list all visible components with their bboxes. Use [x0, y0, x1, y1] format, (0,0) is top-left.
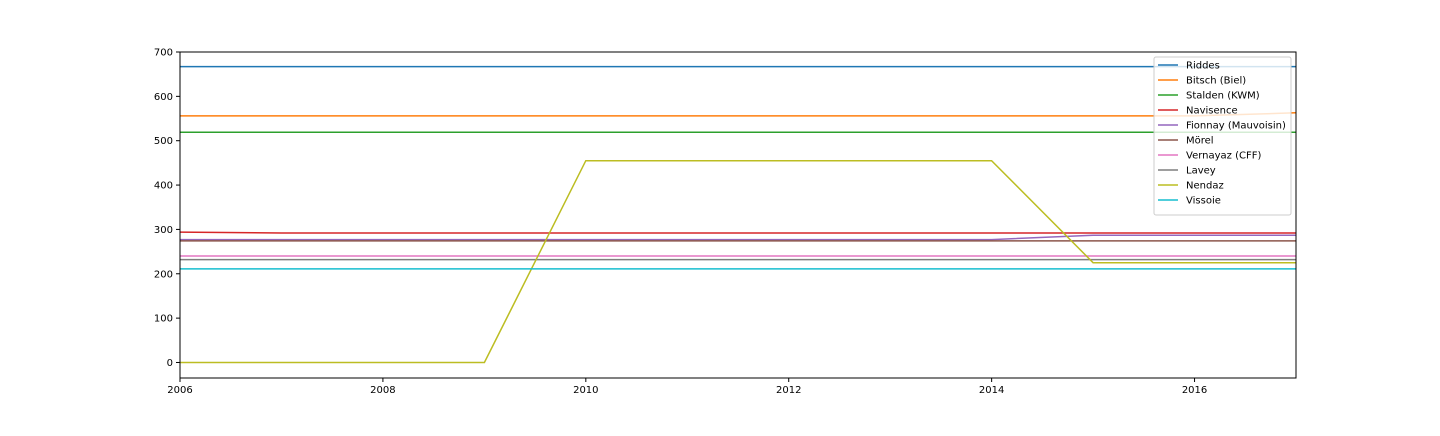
y-tick-label-4: 400	[154, 181, 173, 192]
y-tick-label-2: 200	[154, 269, 173, 280]
x-tick-label-3: 2012	[776, 385, 801, 396]
y-tick-label-5: 500	[154, 136, 173, 147]
legend-label-4: Fionnay (Mauvoisin)	[1186, 121, 1286, 132]
series-line-4	[180, 234, 1296, 241]
x-tick-label-2: 2010	[573, 385, 598, 396]
y-tick-label-1: 100	[154, 314, 173, 325]
legend-label-1: Bitsch (Biel)	[1186, 76, 1246, 87]
legend-label-8: Nendaz	[1186, 181, 1224, 192]
legend-label-2: Stalden (KWM)	[1186, 91, 1260, 102]
legend-label-0: Riddes	[1186, 61, 1220, 72]
y-axis: 0 100 200 300 400 500 600 700	[154, 48, 180, 369]
legend: Riddes Bitsch (Biel) Stalden (KWM) Navisenc…	[1153, 56, 1292, 216]
y-tick-label-6: 600	[154, 92, 173, 103]
legend-label-9: Vissoie	[1186, 196, 1221, 207]
plot-frame	[179, 51, 1297, 379]
legend-label-7: Lavey	[1186, 166, 1216, 177]
legend-label-6: Vernayaz (CFF)	[1186, 151, 1261, 162]
x-tick-label-5: 2016	[1182, 385, 1207, 396]
legend-label-3: Navisence	[1186, 106, 1238, 117]
y-tick-label-0: 0	[167, 358, 173, 369]
series-line-3	[179, 231, 1296, 234]
x-tick-label-4: 2014	[979, 385, 1004, 396]
series-line-1	[180, 112, 1297, 117]
legend-box	[1153, 56, 1292, 216]
legend-label-5: Mörel	[1186, 136, 1214, 147]
series-line-8	[180, 159, 1296, 364]
x-tick-label-0: 2006	[167, 385, 192, 396]
x-axis: 2006 2008 2010 2012 2014 2016	[167, 378, 1207, 396]
series-lines	[179, 65, 1297, 364]
y-tick-label-3: 300	[154, 225, 173, 236]
y-tick-label-7: 700	[154, 48, 173, 59]
x-tick-label-1: 2008	[370, 385, 395, 396]
